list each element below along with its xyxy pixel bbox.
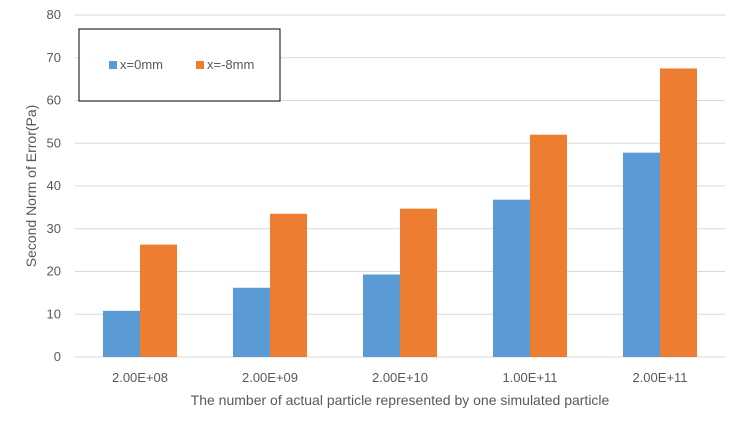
y-tick-label-60: 60 [47,93,61,108]
x-axis-title: The number of actual particle represente… [191,392,610,408]
y-tick-label-50: 50 [47,135,61,150]
bar-x0mm-0 [103,310,140,357]
y-tick-label-30: 30 [47,221,61,236]
legend-swatch-x0mm [109,61,117,69]
legend-label-x-8mm: x=-8mm [207,57,254,72]
bar-x0mm-2 [363,274,400,357]
x-tick-label-1: 2.00E+09 [242,370,298,385]
bar-x-8mm-3 [530,134,567,357]
y-axis-title: Second Norm of Error(Pa) [23,105,39,268]
bar-x-8mm-1 [270,213,307,357]
bar-x0mm-4 [623,152,660,357]
legend-swatch-x-8mm [196,61,204,69]
bar-x0mm-1 [233,287,270,357]
bars [103,68,697,357]
bar-x-8mm-2 [400,208,437,357]
y-tick-label-40: 40 [47,178,61,193]
y-tick-labels: 0 10 20 30 40 50 60 70 80 [47,7,61,364]
bar-x0mm-3 [493,199,530,357]
x-tick-label-2: 2.00E+10 [372,370,428,385]
y-tick-label-20: 20 [47,264,61,279]
y-tick-label-80: 80 [47,7,61,22]
y-tick-label-10: 10 [47,306,61,321]
y-tick-label-0: 0 [54,349,61,364]
y-tick-label-70: 70 [47,50,61,65]
x-tick-label-4: 2.00E+11 [632,370,687,385]
x-tick-label-0: 2.00E+08 [112,370,168,385]
x-tick-labels: 2.00E+08 2.00E+09 2.00E+10 1.00E+11 2.00E+11 [112,370,688,385]
x-tick-label-3: 1.00E+11 [502,370,557,385]
legend-label-x0mm: x=0mm [120,57,163,72]
bar-x-8mm-0 [140,244,177,357]
bar-x-8mm-4 [660,68,697,357]
legend: x=0mm x=-8mm [78,28,281,102]
